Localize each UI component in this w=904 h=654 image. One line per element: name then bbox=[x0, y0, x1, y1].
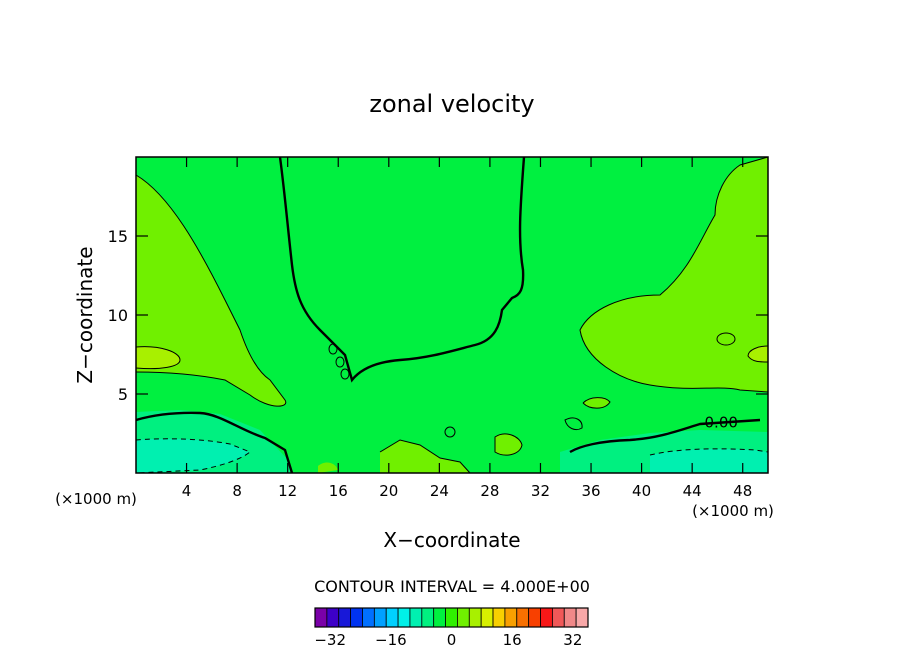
colorbar-swatch bbox=[385, 607, 399, 628]
y-axis-label: Z−coordinate bbox=[73, 246, 97, 383]
colorbar-frame bbox=[314, 607, 589, 628]
zero-contour-bottom bbox=[135, 411, 761, 474]
patch-bottom-mid-right bbox=[495, 433, 522, 456]
contour-thin-ripple-right bbox=[564, 417, 583, 431]
colorbar-tick-label: 16 bbox=[503, 631, 522, 649]
x-tick-label: 28 bbox=[480, 482, 499, 500]
x-tick-label: 48 bbox=[733, 482, 752, 500]
colorbar-tick-label: −16 bbox=[375, 631, 407, 649]
colorbar-swatch bbox=[468, 607, 482, 628]
x-tick-label: 4 bbox=[182, 482, 192, 500]
colorbar-swatch bbox=[433, 607, 446, 628]
colorbar-swatch bbox=[362, 607, 375, 628]
colorbar bbox=[314, 607, 589, 628]
colorbar-swatch bbox=[457, 607, 470, 628]
colorbar-swatch bbox=[409, 607, 423, 628]
patch-right-island bbox=[583, 397, 610, 409]
contour-ring-a bbox=[328, 343, 338, 355]
colorbar-swatch bbox=[563, 607, 577, 628]
x-unit-right: (×1000 m) bbox=[692, 502, 774, 520]
y-tick-label: 10 bbox=[108, 306, 128, 325]
colorbar-tick-labels: −32 −16 0 16 32 bbox=[314, 631, 582, 649]
colorbar-swatch bbox=[326, 607, 340, 628]
x-tick-label: 24 bbox=[430, 482, 449, 500]
x-tick-label: 16 bbox=[329, 482, 348, 500]
x-tick-label: 20 bbox=[379, 482, 398, 500]
colorbar-swatch bbox=[480, 607, 494, 628]
contour-thin-patch-right bbox=[747, 345, 769, 363]
contour-thin-bottom-mid-right bbox=[494, 433, 523, 456]
contour-ring-c bbox=[340, 368, 350, 380]
patch-left-small bbox=[136, 346, 180, 369]
x-axis-ticks: 4 8 12 16 20 24 28 32 36 40 44 48 bbox=[182, 157, 752, 500]
contour-thin-island bbox=[582, 397, 611, 409]
chart-title: zonal velocity bbox=[369, 90, 534, 118]
contour-ring-e bbox=[444, 426, 456, 438]
y-axis-ticks: 5 10 15 bbox=[108, 227, 768, 404]
contour-thin-right bbox=[579, 156, 769, 393]
contour-dashed-bottom-right bbox=[649, 448, 769, 456]
contour-label-zero: 0.00 bbox=[705, 413, 738, 431]
contour-interval-text: CONTOUR INTERVAL = 4.000E+00 bbox=[314, 577, 590, 596]
x-axis-label: X−coordinate bbox=[383, 528, 520, 552]
colorbar-swatch bbox=[540, 607, 553, 628]
region-right-yellowgreen bbox=[580, 157, 768, 392]
zero-contour-center bbox=[278, 156, 526, 383]
colorbar-swatch bbox=[445, 607, 458, 628]
y-tick-label: 15 bbox=[108, 227, 128, 246]
colorbar-swatch bbox=[492, 607, 506, 628]
contour-thin-bottom-center bbox=[379, 439, 471, 474]
contour-dashed-bottom-left bbox=[135, 438, 251, 474]
colorbar-swatch bbox=[397, 607, 411, 628]
colorbar-swatch bbox=[551, 607, 565, 628]
contour-thin-patch-left bbox=[135, 346, 181, 370]
patch-bottom-center bbox=[380, 440, 470, 473]
patch-bottom-left-yellowgreen bbox=[318, 462, 338, 473]
contour-ring-d bbox=[716, 332, 736, 346]
x-tick-label: 32 bbox=[531, 482, 550, 500]
x-tick-label: 36 bbox=[581, 482, 600, 500]
colorbar-swatch bbox=[314, 607, 328, 628]
patch-right-small bbox=[748, 346, 768, 362]
colorbar-swatch bbox=[575, 607, 589, 628]
colorbar-swatch bbox=[528, 607, 541, 628]
colorbar-swatch bbox=[516, 607, 530, 628]
colorbar-swatch bbox=[350, 607, 363, 628]
contour-ring-b bbox=[335, 356, 345, 368]
contour-thin-upper-left bbox=[135, 174, 287, 407]
colorbar-swatch bbox=[373, 607, 387, 628]
region-upper-left-yellowgreen bbox=[136, 157, 286, 407]
y-tick-label: 5 bbox=[118, 385, 128, 404]
x-tick-label: 40 bbox=[632, 482, 651, 500]
region-bottom-right-cyan bbox=[650, 448, 768, 473]
colorbar-swatch bbox=[504, 607, 518, 628]
x-tick-label: 12 bbox=[278, 482, 297, 500]
x-tick-label: 8 bbox=[232, 482, 242, 500]
colorbar-tick-label: 0 bbox=[447, 631, 457, 649]
colorbar-tick-label: −32 bbox=[314, 631, 346, 649]
colorbar-swatch bbox=[421, 607, 435, 628]
x-tick-label: 44 bbox=[683, 482, 702, 500]
colorbar-tick-label: 32 bbox=[563, 631, 582, 649]
x-unit-left: (×1000 m) bbox=[55, 490, 137, 508]
colorbar-swatch bbox=[338, 607, 352, 628]
